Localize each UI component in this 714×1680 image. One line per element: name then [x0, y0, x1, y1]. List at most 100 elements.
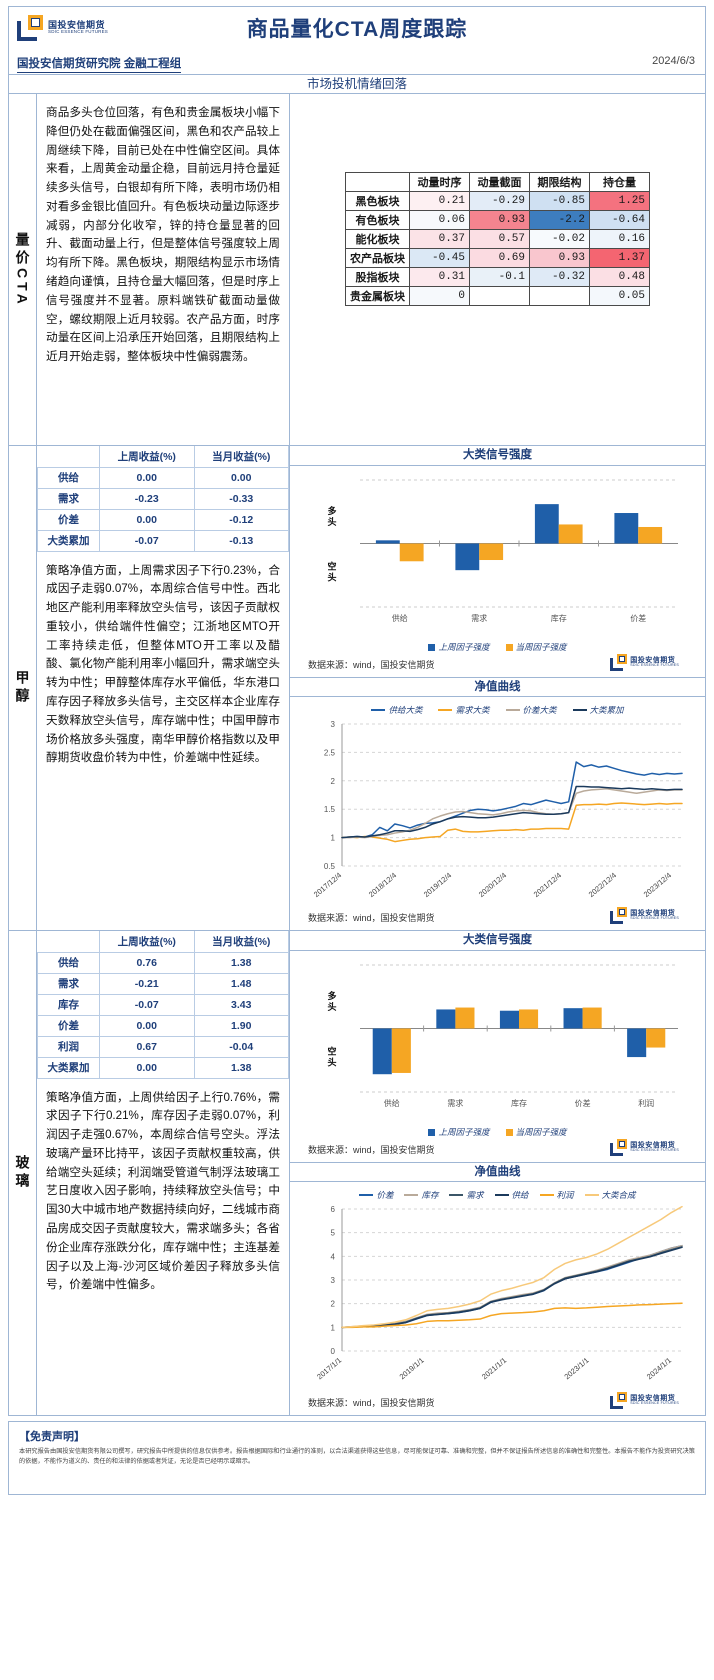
bar-1-2 [558, 524, 583, 544]
methanol-nav-chart: 供给大类 需求大类 价差大类 大类累加 0.5 1 1.5 2 2.5 3 2017/12/… [290, 697, 705, 930]
heatmap-cell: -2.2 [529, 210, 590, 230]
logo-name-en: SDIC ESSENCE FUTURES [630, 1401, 679, 1406]
x-tick: 2019/1/1 [398, 1356, 426, 1382]
heatmap-cell: 0.57 [469, 229, 530, 249]
methanol-col-2: 当月收益(%) [193, 446, 289, 468]
logo-name-cn: 国投安信期货 [630, 1141, 676, 1149]
heatmap-cell: 0.69 [469, 248, 530, 268]
bar-x-label: 价差 [575, 1098, 591, 1108]
section-glass-right: 大类信号强度 供给 需求 库存 价差 利润多头空头 上周因子强度 当周因子强度 数据来源… [290, 931, 705, 1415]
bar-1-0 [399, 543, 424, 562]
bar-1-3 [638, 526, 663, 544]
methanol-bar-legend: 上周因子强度 当周因子强度 [290, 641, 705, 653]
y-tick: 3 [331, 1276, 336, 1285]
glass-value: 0.00 [99, 1056, 195, 1079]
table-row: 供给 0.00 0.00 [37, 466, 289, 489]
x-tick: 2023/12/4 [642, 871, 673, 899]
legend-last-week: 上周因子强度 [438, 642, 490, 652]
bar-0-0 [372, 1028, 392, 1075]
logo-mark-icon [17, 15, 43, 41]
methanol-returns-table: 上周收益(%) 当月收益(%) 供给 0.00 0.00 需求 -0.23 -0.33 价差 0… [37, 446, 289, 552]
methanol-nav-legend: 供给大类 需求大类 价差大类 大类累加 [290, 697, 705, 716]
table-row: 股指板块 0.31 -0.1 -0.32 0.48 [345, 267, 650, 287]
logo-name-cn: 国投安信期货 [630, 909, 676, 917]
axis-long-label: 头 [327, 516, 336, 527]
methanol-value: -0.23 [99, 487, 195, 510]
heatmap-row-label: 贵金属板块 [345, 286, 410, 306]
methanol-value: 0.00 [99, 466, 195, 489]
heatmap-cell: -0.85 [529, 191, 590, 211]
legend-last-week: 上周因子强度 [438, 1127, 490, 1137]
source-logo: 国投安信期货 SDIC ESSENCE FUTURES [610, 1392, 679, 1409]
logo-mark-icon [610, 907, 628, 924]
bar-0-1 [455, 543, 480, 571]
logo-name-en: SDIC ESSENCE FUTURES [630, 663, 679, 668]
glass-col-1: 上周收益(%) [99, 931, 195, 953]
company-logo: 国投安信期货 SDIC ESSENCE FUTURES [17, 15, 108, 41]
glass-nav-legend: 价差 库存 需求 供给 利润 大类合成 [290, 1182, 705, 1201]
section-methanol-label: 甲醇 [14, 670, 31, 706]
bar-x-label: 利润 [638, 1098, 654, 1108]
logo-name-en: SDIC ESSENCE FUTURES [48, 29, 109, 35]
methanol-bar-chart: 供给 需求 库存 价差多头空头 上周因子强度 当周因子强度 数据来源：wind，国投安… [290, 466, 705, 677]
section-glass-paragraph: 策略净值方面，上周供给因子上行0.76%，需求因子下行0.21%，库存因子走弱0… [46, 1090, 280, 1292]
page-title: 商品量化CTA周度跟踪 [246, 18, 468, 41]
methanol-col-1: 上周收益(%) [99, 446, 195, 468]
y-tick: 3 [331, 720, 336, 729]
legend-this-week: 当周因子强度 [515, 1127, 567, 1137]
bar-0-2 [534, 504, 559, 544]
section-cta-table-col: 动量时序 动量截面 期限结构 持仓量 黑色板块 0.21 -0.29 -0.85 1.25 有色… [290, 94, 705, 445]
methanol-bar-chart-title: 大类信号强度 [290, 446, 705, 466]
heatmap-cell: -0.02 [529, 229, 590, 249]
glass-row-label: 价差 [37, 1014, 100, 1037]
line-series [341, 1244, 683, 1329]
table-row: 黑色板块 0.21 -0.29 -0.85 1.25 [345, 191, 650, 211]
glass-bar-source: 数据来源：wind，国投安信期货 [308, 1145, 435, 1155]
bar-x-label: 库存 [511, 1098, 527, 1108]
heatmap-row-label: 农产品板块 [345, 248, 410, 268]
glass-bar-chart: 供给 需求 库存 价差 利润多头空头 上周因子强度 当周因子强度 数据来源：wind，国… [290, 951, 705, 1162]
x-tick: 2021/12/4 [532, 871, 563, 899]
line-series [341, 1244, 683, 1329]
glass-row-label: 需求 [37, 972, 100, 995]
bar-1-2 [519, 1009, 539, 1029]
section-glass-label-col: 玻璃 [9, 931, 37, 1415]
y-tick: 2 [331, 777, 336, 786]
methanol-col-0 [37, 446, 100, 468]
section-methanol-right: 大类信号强度 供给 需求 库存 价差多头空头 上周因子强度 当周因子强度 数据来源：w… [290, 446, 705, 930]
logo-name-en: SDIC ESSENCE FUTURES [630, 916, 679, 921]
table-row: 库存 -0.07 3.43 [37, 993, 289, 1016]
source-logo: 国投安信期货 SDIC ESSENCE FUTURES [610, 654, 679, 671]
heatmap-cell: -0.1 [469, 267, 530, 287]
bar-1-1 [479, 543, 504, 561]
x-tick: 2019/12/4 [422, 871, 453, 899]
heatmap-cell: 0.48 [589, 267, 650, 287]
y-tick: 2 [331, 1300, 336, 1309]
bar-0-1 [436, 1009, 456, 1029]
section-cta-label-col: 量价CTA [9, 94, 37, 445]
section-methanol: 甲醇 上周收益(%) 当月收益(%) 供给 0.00 0.00 需求 -0.23 -0.33… [8, 446, 706, 931]
methanol-nav-source-row: 数据来源：wind，国投安信期货 国投安信期货 SDIC ESSENCE FUT… [290, 906, 705, 930]
department-label: 国投安信期货研究院 金融工程组 [17, 55, 182, 73]
legend-inventory: 库存 [421, 1190, 439, 1200]
bar-0-3 [614, 513, 639, 544]
heatmap-cell [529, 286, 590, 306]
bar-1-4 [646, 1028, 666, 1048]
glass-value: 1.38 [193, 951, 289, 974]
glass-nav-chart: 价差 库存 需求 供给 利润 大类合成 0 1 2 3 4 5 6 2017/1/1 2019/… [290, 1182, 705, 1415]
bar-x-label: 库存 [551, 613, 567, 623]
x-tick: 2023/1/1 [562, 1356, 590, 1382]
axis-short-label: 空 [327, 561, 336, 572]
bar-x-label: 供给 [392, 613, 408, 623]
x-tick: 2017/1/1 [315, 1356, 343, 1382]
methanol-row-label: 价差 [37, 508, 100, 531]
y-tick: 0.5 [324, 862, 336, 871]
logo-mark-icon [610, 1139, 628, 1156]
bar-0-3 [563, 1008, 583, 1029]
heatmap-col-4: 持仓量 [589, 172, 650, 192]
legend-this-week: 当周因子强度 [515, 642, 567, 652]
legend-spread: 价差 [376, 1190, 394, 1200]
table-row: 大类累加 0.00 1.38 [37, 1056, 289, 1079]
methanol-nav-chart-title: 净值曲线 [290, 677, 705, 697]
